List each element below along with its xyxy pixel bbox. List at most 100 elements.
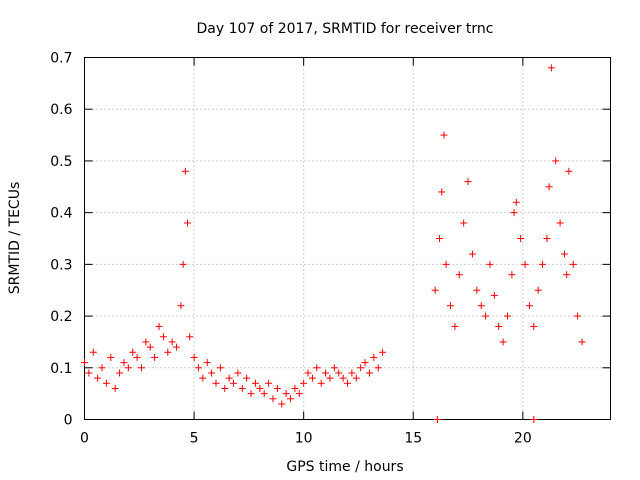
- data-point: [81, 359, 88, 367]
- data-point: [543, 235, 551, 242]
- data-point: [89, 348, 97, 356]
- data-point: [142, 338, 150, 346]
- data-point: [468, 250, 476, 258]
- data-point: [164, 348, 172, 356]
- data-point: [282, 390, 290, 398]
- data-point: [184, 219, 192, 227]
- data-point: [251, 379, 259, 387]
- data-point: [322, 369, 330, 377]
- x-tick-label: 10: [295, 431, 313, 447]
- data-point: [433, 416, 441, 423]
- data-point: [273, 384, 281, 392]
- y-tick-label: 0.2: [50, 309, 72, 325]
- data-point: [234, 369, 242, 377]
- data-point: [512, 198, 520, 206]
- data-point: [199, 374, 207, 382]
- data-point: [308, 374, 316, 382]
- data-point: [447, 302, 455, 310]
- data-point: [508, 271, 516, 279]
- data-point: [278, 400, 286, 408]
- data-point: [482, 312, 490, 320]
- data-point: [495, 322, 503, 330]
- chart-title: Day 107 of 2017, SRMTID for receiver trn…: [197, 21, 494, 37]
- x-tick-label: 0: [80, 431, 89, 447]
- data-point: [460, 219, 468, 227]
- data-point: [560, 250, 568, 258]
- data-point: [291, 384, 299, 392]
- data-point: [335, 369, 343, 377]
- data-point: [186, 333, 194, 341]
- data-point: [151, 353, 159, 361]
- data-point: [556, 219, 564, 227]
- data-point: [256, 384, 264, 392]
- data-point: [146, 343, 154, 351]
- y-tick-label: 0.6: [50, 102, 72, 118]
- data-point: [361, 359, 369, 367]
- data-point: [265, 379, 273, 387]
- data-point: [374, 364, 382, 372]
- data-point: [116, 369, 124, 377]
- data-point: [530, 322, 538, 330]
- data-point: [230, 379, 238, 387]
- data-point: [221, 384, 229, 392]
- data-point: [431, 286, 439, 294]
- data-point: [85, 369, 93, 377]
- data-point: [477, 302, 485, 310]
- y-tick-label: 0: [64, 413, 73, 429]
- data-point: [313, 364, 321, 372]
- data-point: [503, 312, 511, 320]
- data-point: [300, 379, 308, 387]
- grid: [84, 57, 611, 420]
- data-point: [203, 359, 211, 367]
- data-point: [486, 260, 494, 268]
- y-tick-label: 0.1: [50, 361, 72, 377]
- data-point: [260, 390, 268, 398]
- x-tick-label: 15: [404, 431, 422, 447]
- data-point: [365, 369, 373, 377]
- data-point: [521, 260, 529, 268]
- data-point: [436, 235, 444, 242]
- data-point: [98, 364, 106, 372]
- data-point: [238, 384, 246, 392]
- data-point: [499, 338, 507, 346]
- data-point: [545, 183, 553, 191]
- data-point: [534, 286, 542, 294]
- data-point: [269, 395, 277, 403]
- data-point: [173, 343, 181, 351]
- data-point: [137, 364, 145, 372]
- data-point: [212, 379, 220, 387]
- data-point: [352, 374, 360, 382]
- data-points: [81, 64, 586, 423]
- data-point: [304, 369, 312, 377]
- data-point: [438, 188, 446, 196]
- data-point: [159, 333, 167, 341]
- data-point: [216, 364, 224, 372]
- data-point: [547, 64, 555, 72]
- y-tick-label: 0.4: [50, 206, 72, 222]
- data-point: [208, 369, 216, 377]
- data-point: [107, 353, 115, 361]
- data-point: [440, 131, 448, 139]
- data-point: [574, 312, 582, 320]
- data-point: [525, 302, 533, 310]
- data-point: [129, 348, 137, 356]
- y-tick-label: 0.7: [50, 51, 72, 67]
- data-point: [111, 384, 119, 392]
- data-point: [155, 322, 163, 330]
- data-point: [370, 353, 378, 361]
- data-point: [168, 338, 176, 346]
- data-point: [517, 235, 525, 242]
- data-point: [455, 271, 463, 279]
- data-point: [464, 178, 472, 186]
- data-point: [179, 260, 187, 268]
- y-tick-label: 0.5: [50, 154, 72, 170]
- x-axis-label: GPS time / hours: [286, 459, 403, 475]
- data-point: [451, 322, 459, 330]
- data-point: [344, 379, 351, 387]
- data-point: [120, 359, 128, 367]
- data-point: [473, 286, 481, 294]
- data-point: [569, 260, 577, 268]
- y-axis-label: SRMTID / TECUs: [7, 182, 23, 295]
- data-point: [243, 374, 251, 382]
- data-point: [510, 209, 518, 217]
